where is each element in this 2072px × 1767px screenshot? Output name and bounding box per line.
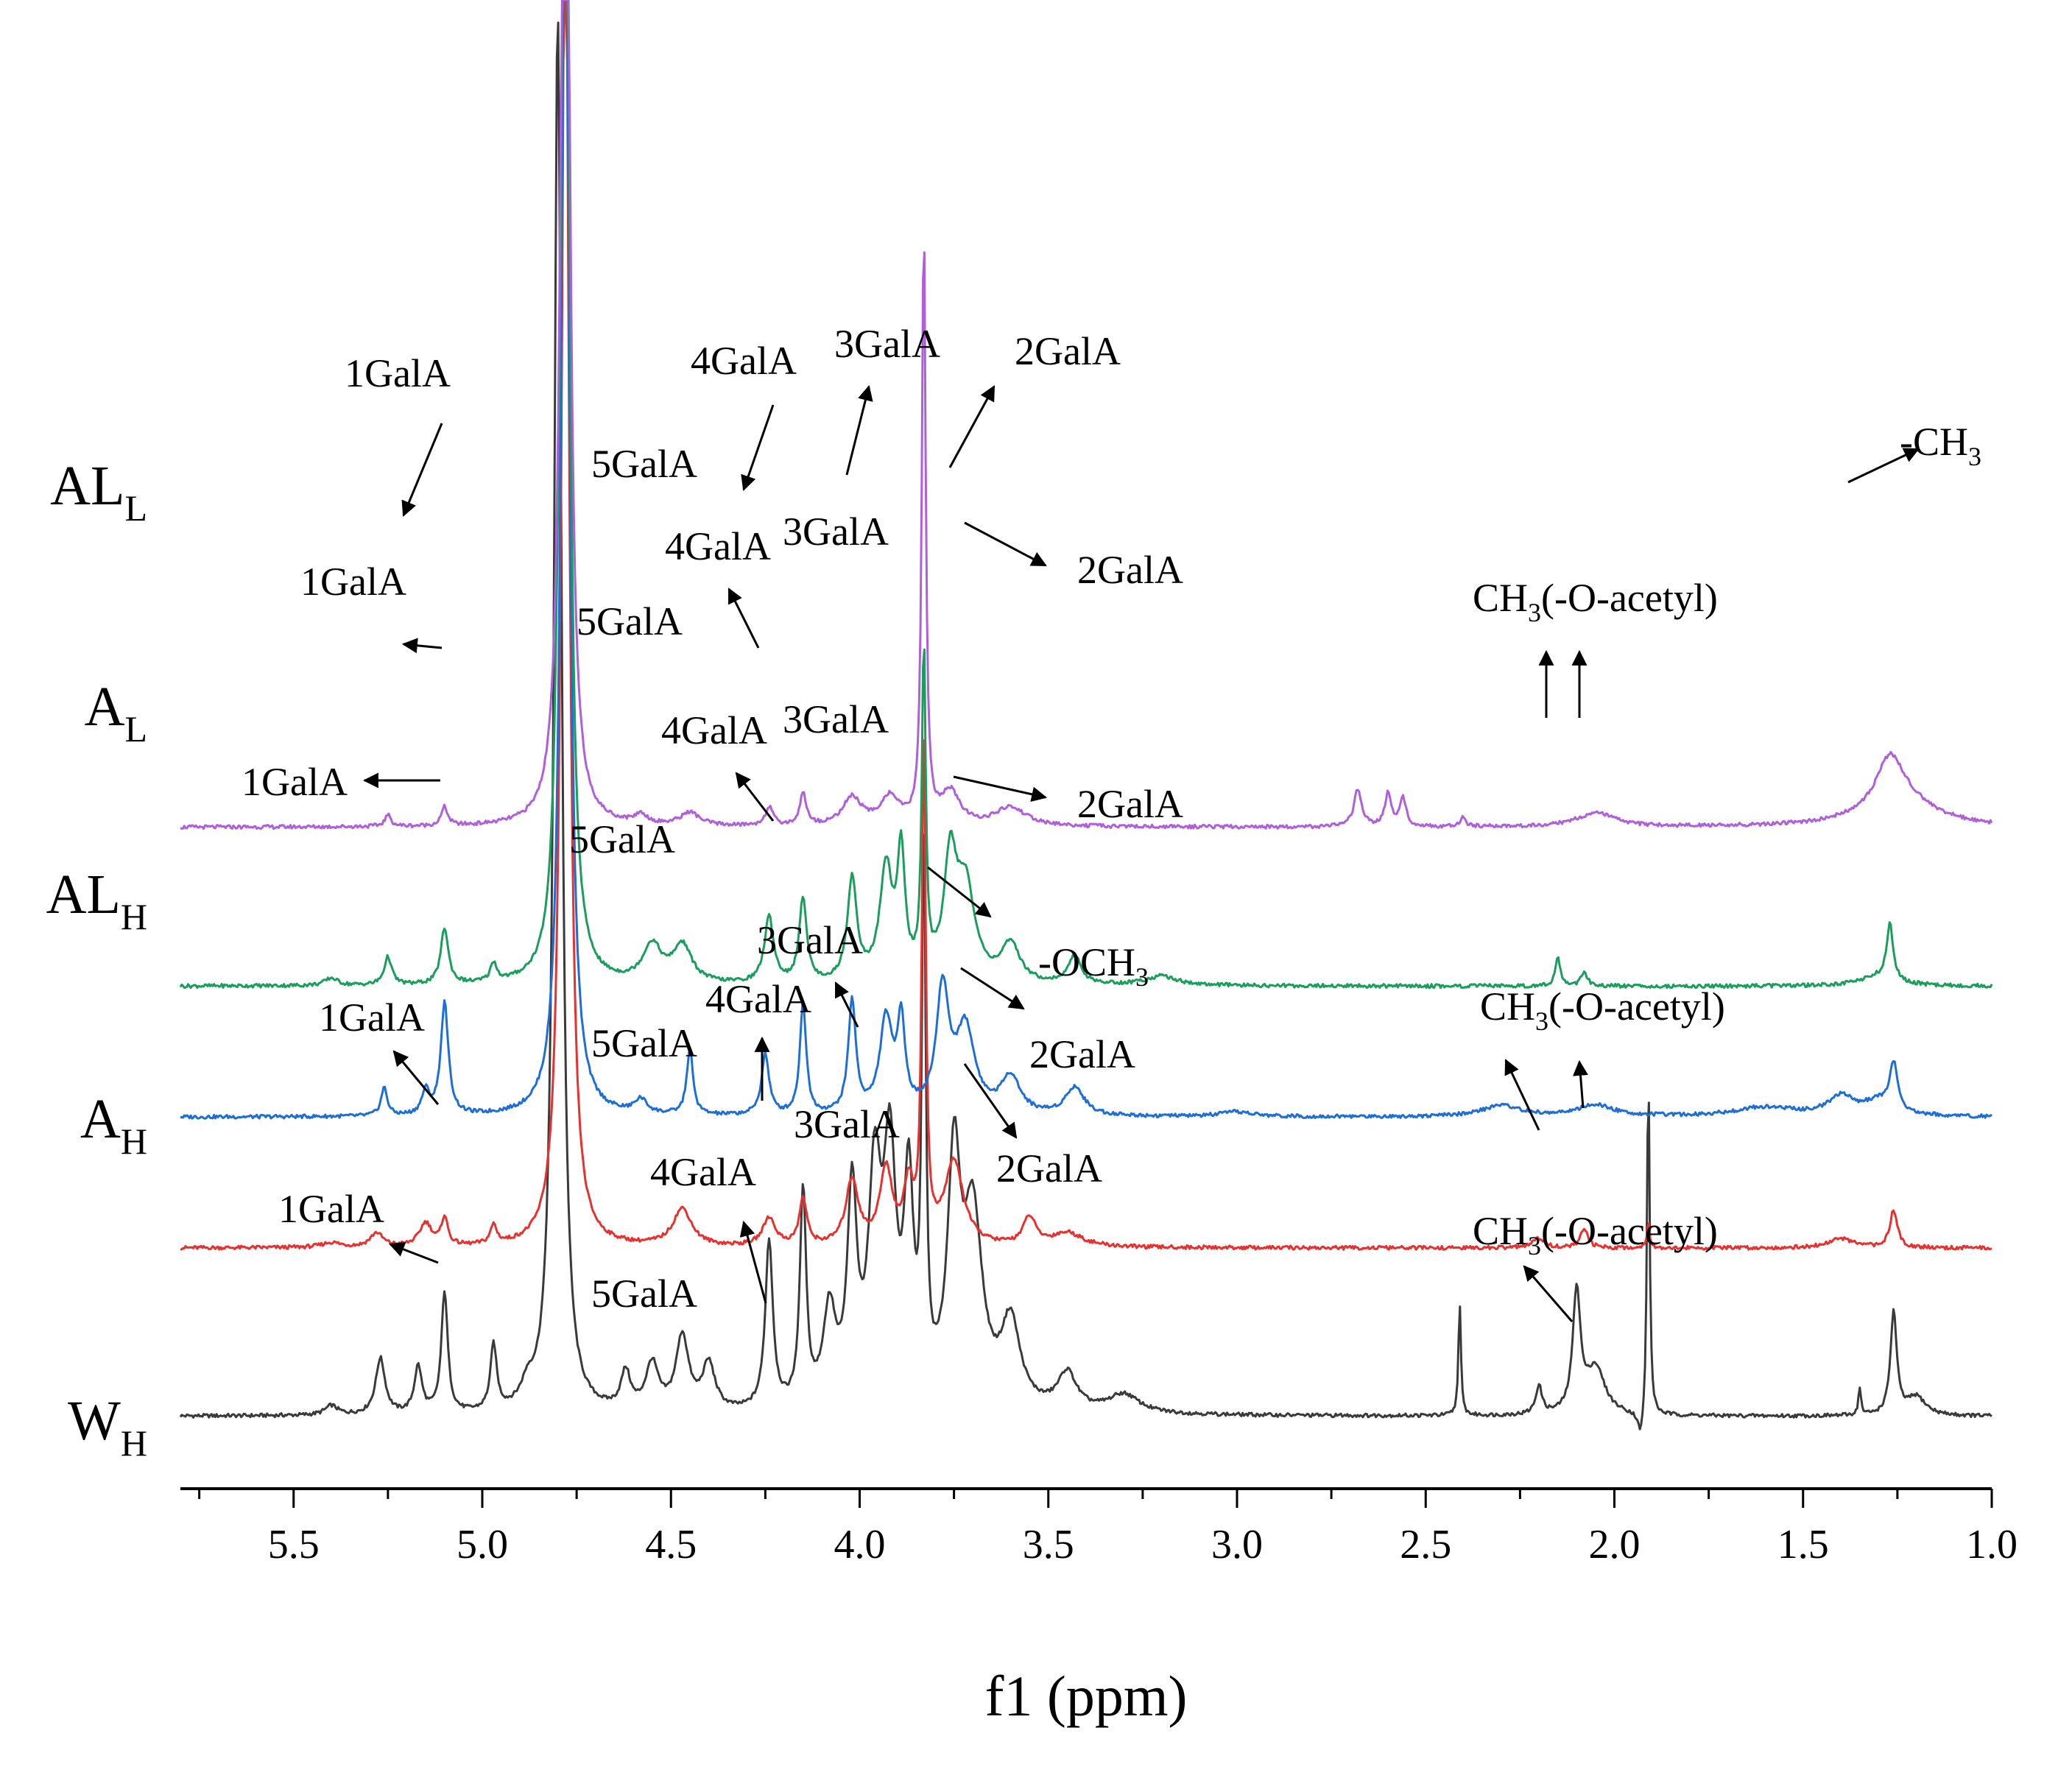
- peak-label-3GalA: 3GalA: [834, 322, 940, 366]
- spectra-group: [179, 0, 1993, 1431]
- peak-label-1GalA: 1GalA: [345, 351, 451, 395]
- peak-arrow: [1504, 1059, 1540, 1131]
- peak-label-acetyl: CH3(-O-acetyl): [1480, 984, 1725, 1036]
- peak-label-1GalA: 1GalA: [242, 760, 348, 804]
- peak-label-CH3: -CH3: [1900, 420, 1981, 471]
- peak-label-5GalA: 5GalA: [591, 1021, 697, 1065]
- x-tick-label: 3.0: [1211, 1522, 1263, 1567]
- peak-label-4GalA: 4GalA: [691, 339, 797, 383]
- peak-label-4GalA: 4GalA: [650, 1150, 756, 1194]
- peak-label-2GalA: 2GalA: [1029, 1032, 1135, 1076]
- peak-arrow: [1847, 448, 1920, 484]
- series-label-A_L: AL: [85, 676, 147, 750]
- peak-arrow: [1573, 1059, 1588, 1109]
- series-line-W_H: [179, 21, 1992, 1431]
- series-line-AL_H: [180, 0, 1993, 1120]
- series-label-AL_H: ALH: [46, 864, 147, 937]
- peak-arrow: [964, 521, 1047, 567]
- x-axis-label: f1 (ppm): [984, 1664, 1187, 1728]
- x-tick-label: 2.0: [1589, 1522, 1641, 1567]
- x-tick-label: 4.5: [645, 1522, 697, 1567]
- peak-label-1GalA: 1GalA: [278, 1187, 384, 1231]
- peak-label-3GalA: 3GalA: [757, 918, 863, 962]
- peak-label-4GalA: 4GalA: [661, 708, 767, 752]
- peak-arrow: [834, 981, 859, 1028]
- series-label-A_H: AH: [80, 1088, 147, 1162]
- peak-label-3GalA: 3GalA: [783, 509, 889, 554]
- peak-arrow: [963, 1063, 1018, 1139]
- series-label-W_H: WH: [68, 1390, 147, 1464]
- peak-arrow: [389, 1241, 439, 1264]
- peak-label-5GalA: 5GalA: [569, 817, 675, 861]
- peak-label-5GalA: 5GalA: [591, 1272, 697, 1316]
- x-tick-label: 5.5: [268, 1522, 320, 1567]
- x-tick-label: 5.0: [457, 1522, 508, 1567]
- peak-label-1GalA: 1GalA: [319, 995, 425, 1040]
- x-tick-label: 3.5: [1023, 1522, 1074, 1567]
- peak-arrow: [739, 1220, 767, 1304]
- series-labels: ALL AL ALH AH WH: [46, 455, 147, 1464]
- peak-arrow: [401, 423, 443, 517]
- peak-label-acetyl: CH3(-O-acetyl): [1473, 1209, 1718, 1260]
- peak-label-2GalA: 2GalA: [1015, 329, 1121, 373]
- peak-label-5GalA: 5GalA: [591, 442, 697, 486]
- peak-label-OCH3: -OCH3: [1038, 940, 1149, 992]
- peak-arrow: [948, 385, 996, 468]
- x-tick-label: 1.5: [1777, 1522, 1829, 1567]
- series-line-AL_L: [180, 0, 1993, 830]
- peak-label-4GalA: 4GalA: [665, 524, 771, 568]
- peak-arrow: [401, 638, 443, 654]
- peak-label-acetyl: CH3(-O-acetyl): [1473, 576, 1718, 627]
- peak-label-3GalA: 3GalA: [794, 1102, 900, 1146]
- x-tick-label: 4.0: [834, 1522, 886, 1567]
- peak-arrow: [392, 1050, 440, 1105]
- peak-arrow: [960, 967, 1025, 1010]
- peak-arrow: [953, 775, 1048, 803]
- peak-label-4GalA: 4GalA: [705, 977, 811, 1021]
- peak-arrow: [845, 384, 873, 476]
- x-axis: 5.5 5.0 4.5 4.0 3.5 3.0 2.5 2.0 1.5 1.0: [180, 1487, 2018, 1567]
- peak-label-2GalA: 2GalA: [1077, 548, 1183, 592]
- peak-arrow: [727, 588, 760, 649]
- series-line-A_H: [180, 0, 1992, 1251]
- x-tick-label: 1.0: [1966, 1522, 2018, 1567]
- peak-arrow: [741, 404, 775, 491]
- peak-label-5GalA: 5GalA: [577, 599, 683, 643]
- series-line-A_L: [179, 0, 1993, 990]
- peak-arrow: [735, 772, 775, 822]
- x-tick-label: 2.5: [1400, 1522, 1451, 1567]
- peak-arrow: [927, 866, 992, 918]
- peak-label-1GalA: 1GalA: [300, 560, 406, 604]
- peak-label-2GalA: 2GalA: [1077, 782, 1183, 826]
- peak-arrow: [1523, 1265, 1574, 1322]
- peak-label-2GalA: 2GalA: [996, 1146, 1102, 1191]
- peak-label-3GalA: 3GalA: [783, 697, 889, 741]
- series-label-AL_L: ALL: [50, 455, 147, 529]
